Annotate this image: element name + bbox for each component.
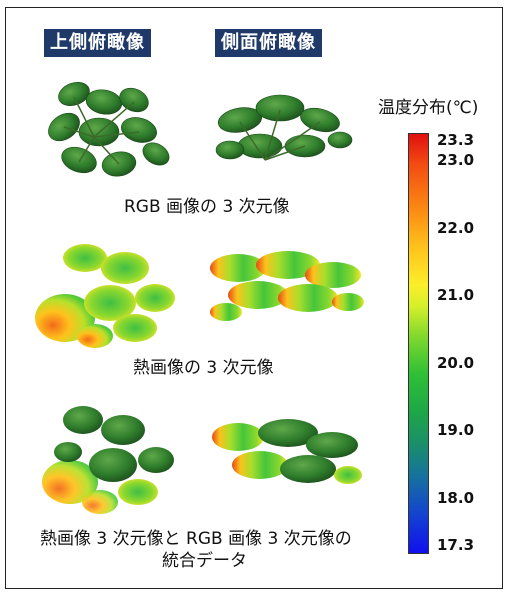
combined-side-view-image (212, 419, 362, 484)
colorbar-tick-label: 23.0 (437, 151, 475, 170)
colorbar-tick-label: 19.0 (437, 421, 475, 440)
colorbar-tick-label: 17.3 (437, 536, 475, 554)
colorbar-tick-label: 23.3 (437, 131, 475, 149)
temperature-colorbar (408, 133, 429, 554)
side-view-label: 側面俯瞰像 (215, 29, 322, 57)
rgb-caption: RGB 画像の 3 次元像 (124, 197, 290, 217)
top-view-label: 上側俯瞰像 (44, 29, 151, 57)
legend-title: 温度分布(℃) (378, 98, 479, 118)
combined-caption-line2: 統合データ (162, 551, 247, 571)
rgb-top-view-image (48, 82, 170, 177)
colorbar-tick-label: 18.0 (437, 488, 475, 507)
thermal-caption: 熱画像の 3 次元像 (133, 358, 274, 378)
combined-top-view-image (42, 406, 174, 514)
colorbar-tick-label: 21.0 (437, 286, 475, 305)
colorbar-tick-label: 22.0 (437, 218, 475, 237)
combined-caption-line1: 熱画像 3 次元像と RGB 画像 3 次元像の (40, 529, 352, 549)
thermal-side-view-image (210, 251, 364, 321)
rgb-side-view-image (215, 94, 353, 161)
colorbar-tick-label: 20.0 (437, 353, 475, 372)
thermal-top-view-image (35, 244, 175, 348)
